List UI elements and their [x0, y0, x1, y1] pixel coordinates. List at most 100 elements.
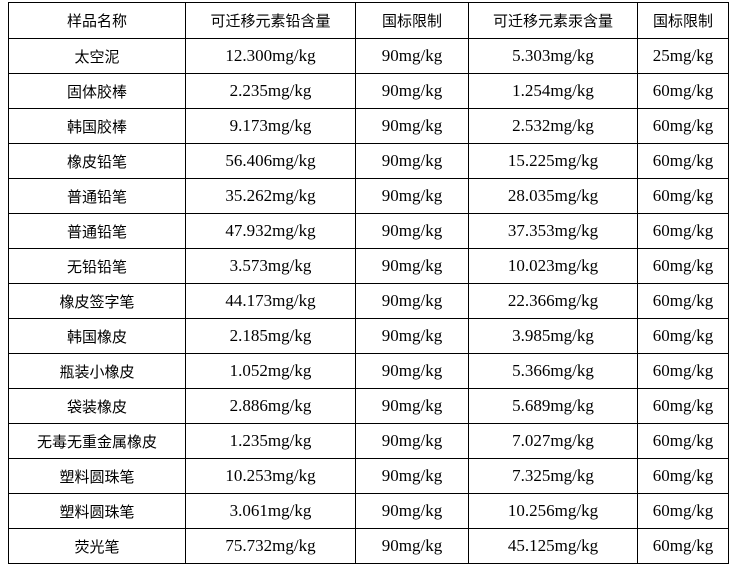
table-row: 无铅铅笔 3.573mg/kg 90mg/kg 10.023mg/kg 60mg/kg — [8, 248, 729, 284]
sample-name-cell: 塑料圆珠笔 — [8, 493, 186, 529]
value-cell: 90mg/kg — [355, 493, 469, 529]
value-cell: 60mg/kg — [637, 73, 729, 109]
table-row: 袋装橡皮 2.886mg/kg 90mg/kg 5.689mg/kg 60mg/kg — [8, 388, 729, 424]
value-cell: 60mg/kg — [637, 283, 729, 319]
value-cell: 10.023mg/kg — [468, 248, 638, 284]
value-cell: 90mg/kg — [355, 248, 469, 284]
sample-name-cell: 普通铅笔 — [8, 178, 186, 214]
value-cell: 9.173mg/kg — [185, 108, 356, 144]
value-cell: 90mg/kg — [355, 423, 469, 459]
header-cell: 国标限制 — [355, 2, 469, 39]
value-cell: 60mg/kg — [637, 248, 729, 284]
value-cell: 90mg/kg — [355, 353, 469, 389]
value-cell: 2.532mg/kg — [468, 108, 638, 144]
value-cell: 90mg/kg — [355, 528, 469, 564]
value-cell: 60mg/kg — [637, 318, 729, 354]
table-row: 普通铅笔 47.932mg/kg 90mg/kg 37.353mg/kg 60mg/kg — [8, 213, 729, 249]
table-row: 普通铅笔 35.262mg/kg 90mg/kg 28.035mg/kg 60mg/kg — [8, 178, 729, 214]
value-cell: 56.406mg/kg — [185, 143, 356, 179]
value-cell: 2.886mg/kg — [185, 388, 356, 424]
value-cell: 60mg/kg — [637, 108, 729, 144]
header-cell: 可迁移元素铅含量 — [185, 2, 356, 39]
sample-name-cell: 橡皮铅笔 — [8, 143, 186, 179]
sample-name-cell: 袋装橡皮 — [8, 388, 186, 424]
value-cell: 90mg/kg — [355, 213, 469, 249]
table-body: 太空泥 12.300mg/kg 90mg/kg 5.303mg/kg 25mg/kg 固体… — [8, 38, 729, 564]
sample-name-cell: 瓶装小橡皮 — [8, 353, 186, 389]
value-cell: 90mg/kg — [355, 38, 469, 74]
value-cell: 12.300mg/kg — [185, 38, 356, 74]
table-row: 塑料圆珠笔 3.061mg/kg 90mg/kg 10.256mg/kg 60mg/kg — [8, 493, 729, 529]
sample-name-cell: 固体胶棒 — [8, 73, 186, 109]
table-row: 韩国橡皮 2.185mg/kg 90mg/kg 3.985mg/kg 60mg/kg — [8, 318, 729, 354]
value-cell: 2.185mg/kg — [185, 318, 356, 354]
table-row: 瓶装小橡皮 1.052mg/kg 90mg/kg 5.366mg/kg 60mg/kg — [8, 353, 729, 389]
sample-name-cell: 橡皮签字笔 — [8, 283, 186, 319]
value-cell: 60mg/kg — [637, 178, 729, 214]
table-row: 荧光笔 75.732mg/kg 90mg/kg 45.125mg/kg 60mg/kg — [8, 528, 729, 564]
value-cell: 3.573mg/kg — [185, 248, 356, 284]
value-cell: 3.985mg/kg — [468, 318, 638, 354]
value-cell: 25mg/kg — [637, 38, 729, 74]
value-cell: 60mg/kg — [637, 423, 729, 459]
data-table: 样品名称 可迁移元素铅含量 国标限制 可迁移元素汞含量 国标限制 太空泥 12.300mg… — [8, 2, 729, 564]
value-cell: 90mg/kg — [355, 318, 469, 354]
value-cell: 7.027mg/kg — [468, 423, 638, 459]
table-row: 太空泥 12.300mg/kg 90mg/kg 5.303mg/kg 25mg/kg — [8, 38, 729, 74]
sample-name-cell: 无铅铅笔 — [8, 248, 186, 284]
table-row: 韩国胶棒 9.173mg/kg 90mg/kg 2.532mg/kg 60mg/kg — [8, 108, 729, 144]
value-cell: 5.689mg/kg — [468, 388, 638, 424]
value-cell: 90mg/kg — [355, 283, 469, 319]
value-cell: 60mg/kg — [637, 388, 729, 424]
value-cell: 37.353mg/kg — [468, 213, 638, 249]
value-cell: 1.235mg/kg — [185, 423, 356, 459]
table-row: 无毒无重金属橡皮 1.235mg/kg 90mg/kg 7.027mg/kg 60mg/… — [8, 423, 729, 459]
value-cell: 60mg/kg — [637, 353, 729, 389]
sample-name-cell: 太空泥 — [8, 38, 186, 74]
value-cell: 28.035mg/kg — [468, 178, 638, 214]
value-cell: 90mg/kg — [355, 178, 469, 214]
value-cell: 22.366mg/kg — [468, 283, 638, 319]
value-cell: 7.325mg/kg — [468, 458, 638, 494]
value-cell: 35.262mg/kg — [185, 178, 356, 214]
header-cell: 可迁移元素汞含量 — [468, 2, 638, 39]
value-cell: 90mg/kg — [355, 143, 469, 179]
table-row: 橡皮签字笔 44.173mg/kg 90mg/kg 22.366mg/kg 60mg/k… — [8, 283, 729, 319]
sample-name-cell: 韩国橡皮 — [8, 318, 186, 354]
value-cell: 3.061mg/kg — [185, 493, 356, 529]
value-cell: 60mg/kg — [637, 493, 729, 529]
value-cell: 90mg/kg — [355, 388, 469, 424]
value-cell: 45.125mg/kg — [468, 528, 638, 564]
value-cell: 90mg/kg — [355, 458, 469, 494]
value-cell: 44.173mg/kg — [185, 283, 356, 319]
value-cell: 5.303mg/kg — [468, 38, 638, 74]
value-cell: 2.235mg/kg — [185, 73, 356, 109]
sample-name-cell: 韩国胶棒 — [8, 108, 186, 144]
header-cell: 样品名称 — [8, 2, 186, 39]
value-cell: 90mg/kg — [355, 108, 469, 144]
sample-name-cell: 普通铅笔 — [8, 213, 186, 249]
sample-name-cell: 塑料圆珠笔 — [8, 458, 186, 494]
sample-name-cell: 荧光笔 — [8, 528, 186, 564]
table-wrapper: 样品名称 可迁移元素铅含量 国标限制 可迁移元素汞含量 国标限制 太空泥 12.300mg… — [8, 2, 729, 564]
value-cell: 60mg/kg — [637, 213, 729, 249]
value-cell: 90mg/kg — [355, 73, 469, 109]
value-cell: 10.256mg/kg — [468, 493, 638, 529]
value-cell: 60mg/kg — [637, 458, 729, 494]
value-cell: 1.052mg/kg — [185, 353, 356, 389]
value-cell: 10.253mg/kg — [185, 458, 356, 494]
table-row: 塑料圆珠笔 10.253mg/kg 90mg/kg 7.325mg/kg 60mg/kg — [8, 458, 729, 494]
header-row: 样品名称 可迁移元素铅含量 国标限制 可迁移元素汞含量 国标限制 — [8, 2, 729, 39]
value-cell: 1.254mg/kg — [468, 73, 638, 109]
value-cell: 60mg/kg — [637, 143, 729, 179]
table-row: 橡皮铅笔 56.406mg/kg 90mg/kg 15.225mg/kg 60mg/kg — [8, 143, 729, 179]
value-cell: 60mg/kg — [637, 528, 729, 564]
value-cell: 75.732mg/kg — [185, 528, 356, 564]
value-cell: 47.932mg/kg — [185, 213, 356, 249]
value-cell: 5.366mg/kg — [468, 353, 638, 389]
sample-name-cell: 无毒无重金属橡皮 — [8, 423, 186, 459]
value-cell: 15.225mg/kg — [468, 143, 638, 179]
header-cell: 国标限制 — [637, 2, 729, 39]
table-row: 固体胶棒 2.235mg/kg 90mg/kg 1.254mg/kg 60mg/kg — [8, 73, 729, 109]
